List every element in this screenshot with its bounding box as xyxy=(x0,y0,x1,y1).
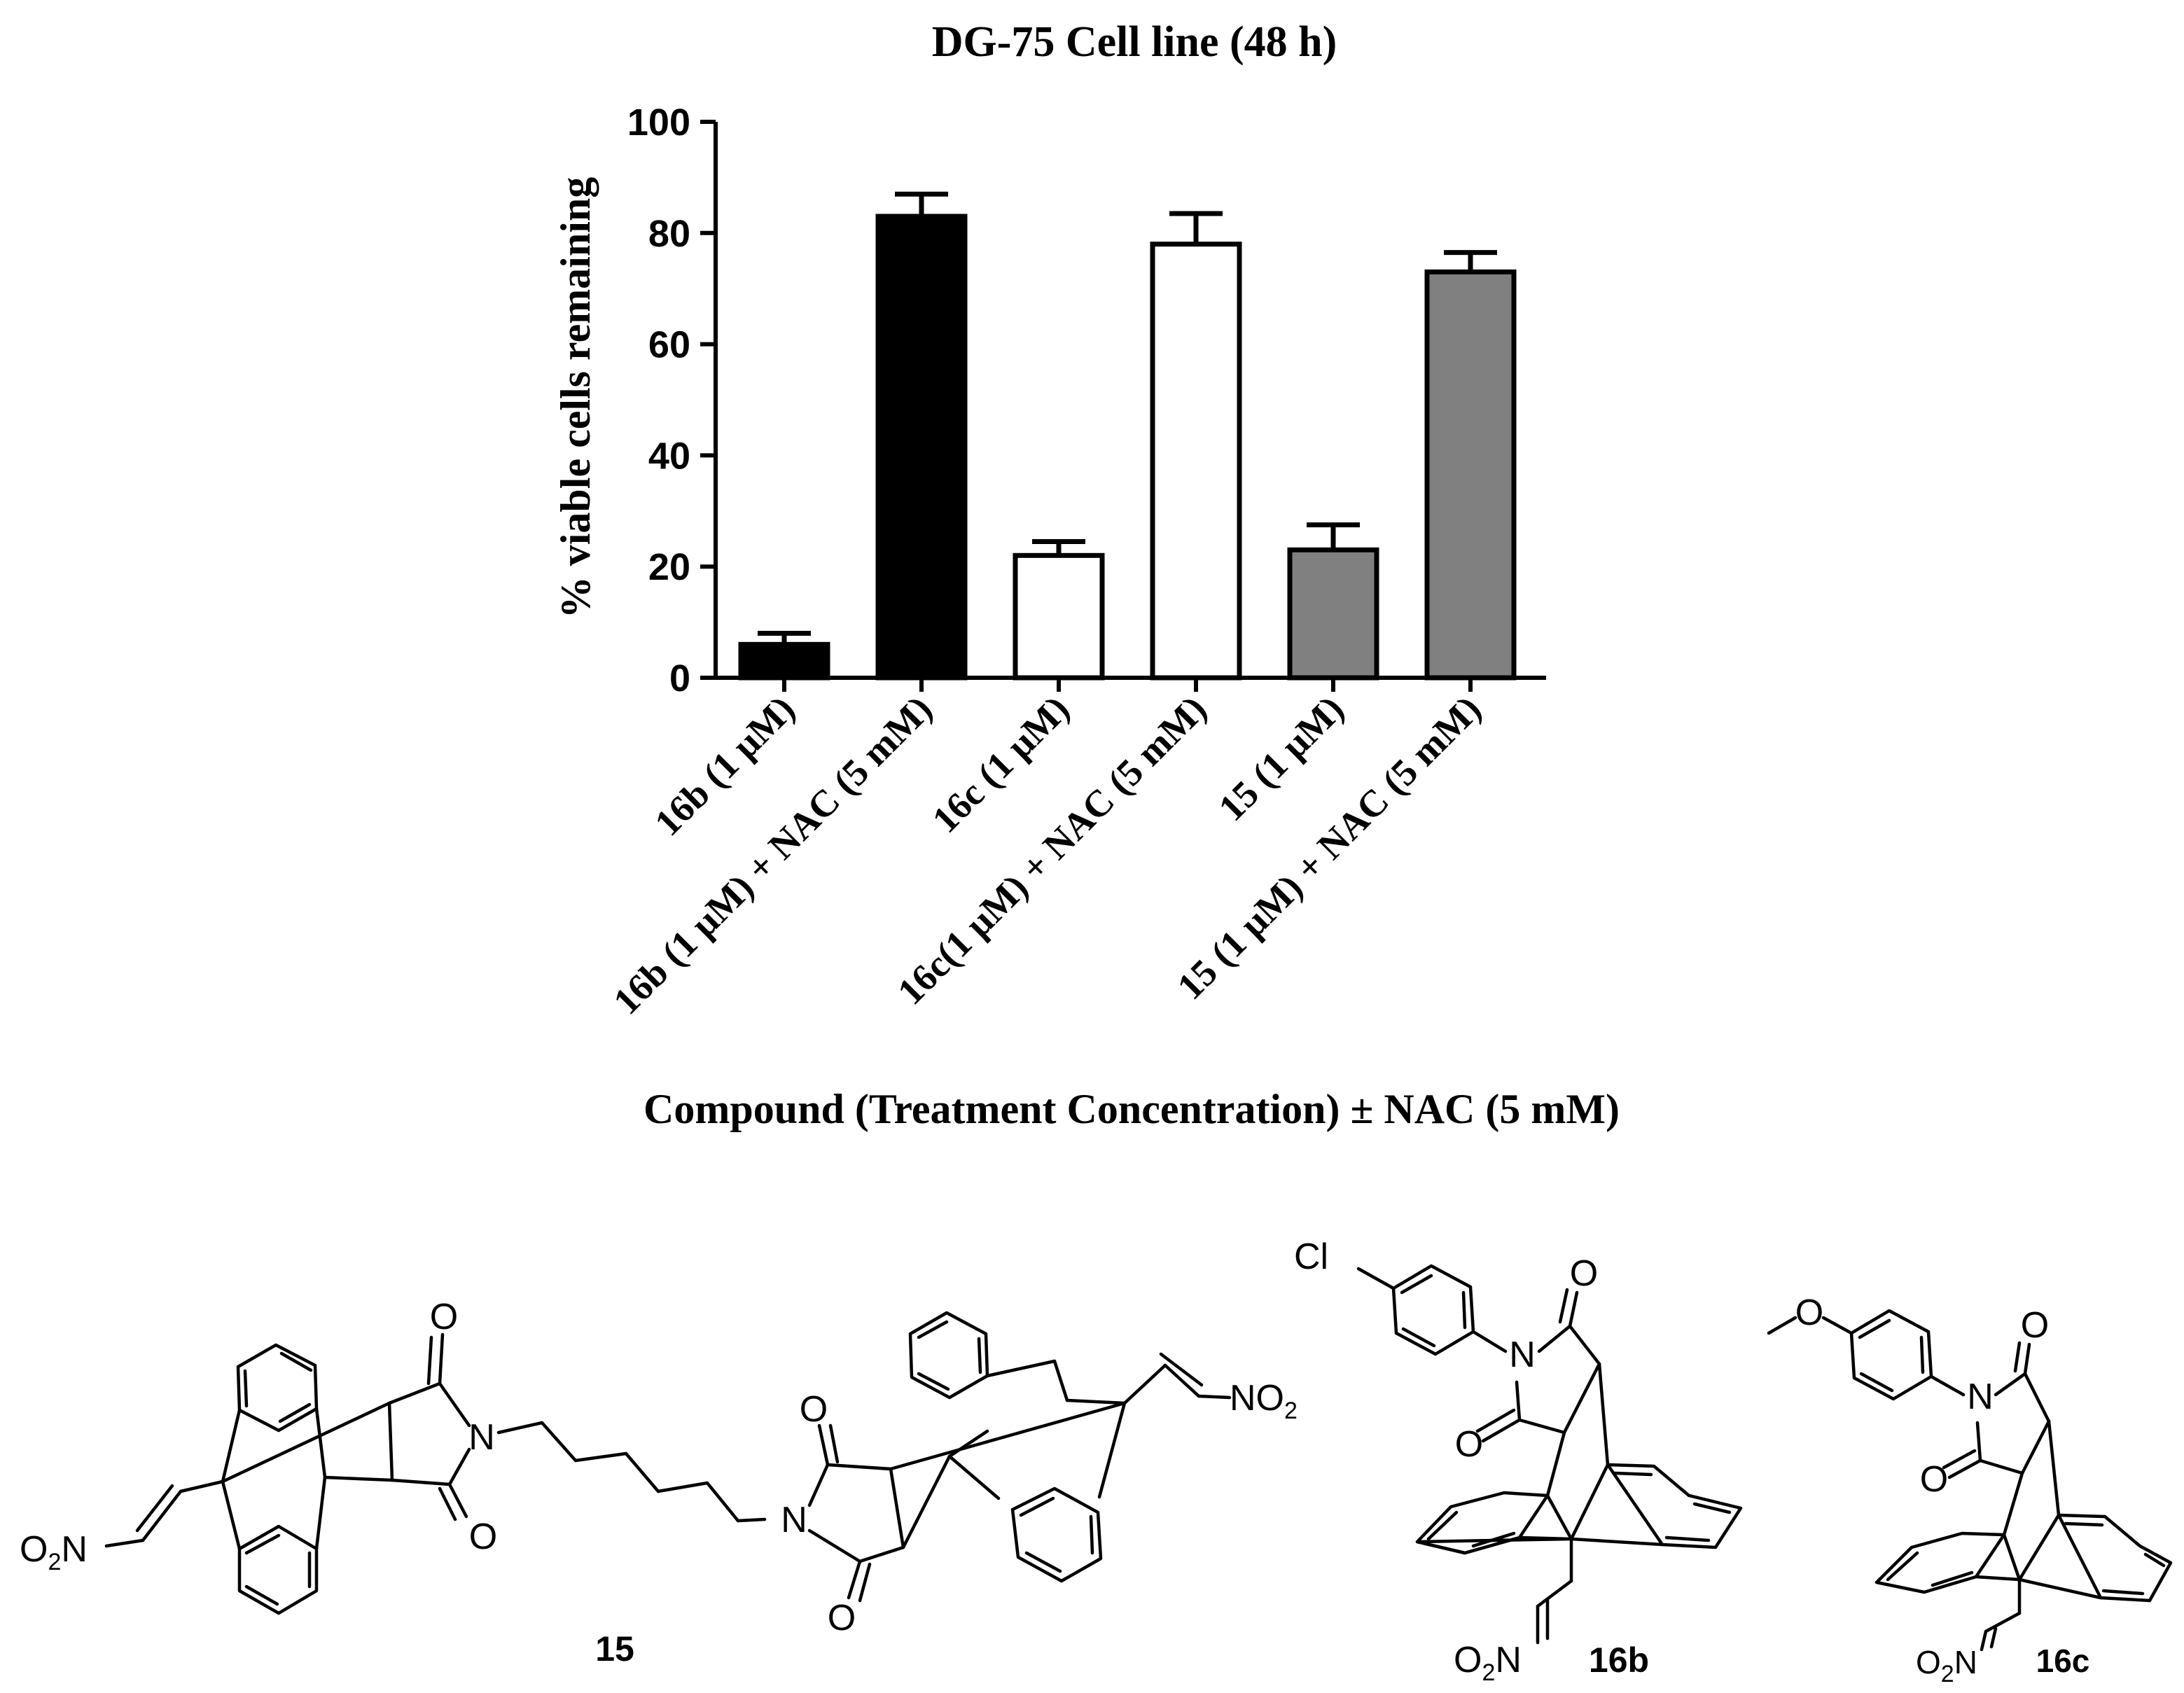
atom-label: O xyxy=(1795,1293,1823,1333)
structure-16b-drawing: Cl N O O O2N 16b xyxy=(1294,1236,1743,1686)
atom-label: O2N xyxy=(1916,1644,1977,1687)
atom-label: Cl xyxy=(1294,1236,1328,1277)
y-tick-label: 20 xyxy=(648,546,690,588)
bars xyxy=(738,191,1517,681)
atom-label: O xyxy=(1920,1459,1948,1500)
bar xyxy=(875,214,968,681)
atom-label: O xyxy=(1570,1253,1598,1294)
x-tick-label: 15 (1 μM) xyxy=(1211,688,1352,829)
bar xyxy=(1013,552,1105,681)
bar xyxy=(1150,242,1242,681)
atom-label: O xyxy=(469,1517,497,1557)
atom-label: N xyxy=(1967,1377,1994,1417)
x-ticks xyxy=(782,678,1473,692)
atom-label: O xyxy=(1455,1424,1483,1465)
axes xyxy=(714,122,1546,680)
bar xyxy=(738,641,830,681)
atom-label: O xyxy=(2021,1305,2049,1346)
atom-label: O2N xyxy=(1454,1640,1522,1686)
y-ticks: 0 20 40 60 80 100 xyxy=(627,102,716,699)
atom-label: O2N xyxy=(20,1529,88,1575)
y-tick-label: 60 xyxy=(648,324,690,366)
bar xyxy=(1287,547,1379,681)
atom-label: O xyxy=(430,1297,458,1337)
structure-15-drawing: O N O O2N O N O NO2 15 xyxy=(20,1297,1298,1668)
atom-label: N xyxy=(1509,1335,1536,1375)
y-tick-label: 0 xyxy=(669,657,690,699)
atom-label: N xyxy=(468,1417,495,1458)
y-tick-label: 80 xyxy=(648,213,690,255)
structure-label-15: 15 xyxy=(595,1629,634,1668)
structure-label-16b: 16b xyxy=(1589,1640,1649,1680)
x-tick-labels: 16b (1 μM)16b (1 μM) + NAC (5 mM)16c (1 … xyxy=(605,688,1489,1022)
structure-label-16c: 16c xyxy=(2036,1643,2090,1679)
x-axis-title: Compound (Treatment Concentration) ± NAC… xyxy=(644,1086,1620,1132)
atom-label: O xyxy=(800,1389,828,1430)
y-axis-title: % viable cells remaining xyxy=(552,177,599,619)
y-tick-label: 40 xyxy=(648,435,690,477)
bar xyxy=(1424,269,1517,681)
atom-label: NO2 xyxy=(1230,1378,1298,1424)
atom-label: O xyxy=(828,1598,856,1638)
structure-16c-drawing: O N O O O2N 16c xyxy=(1767,1293,2173,1687)
y-tick-label: 100 xyxy=(627,102,690,144)
chart-title: DG-75 Cell line (48 h) xyxy=(932,18,1337,66)
atom-label: N xyxy=(781,1500,807,1540)
